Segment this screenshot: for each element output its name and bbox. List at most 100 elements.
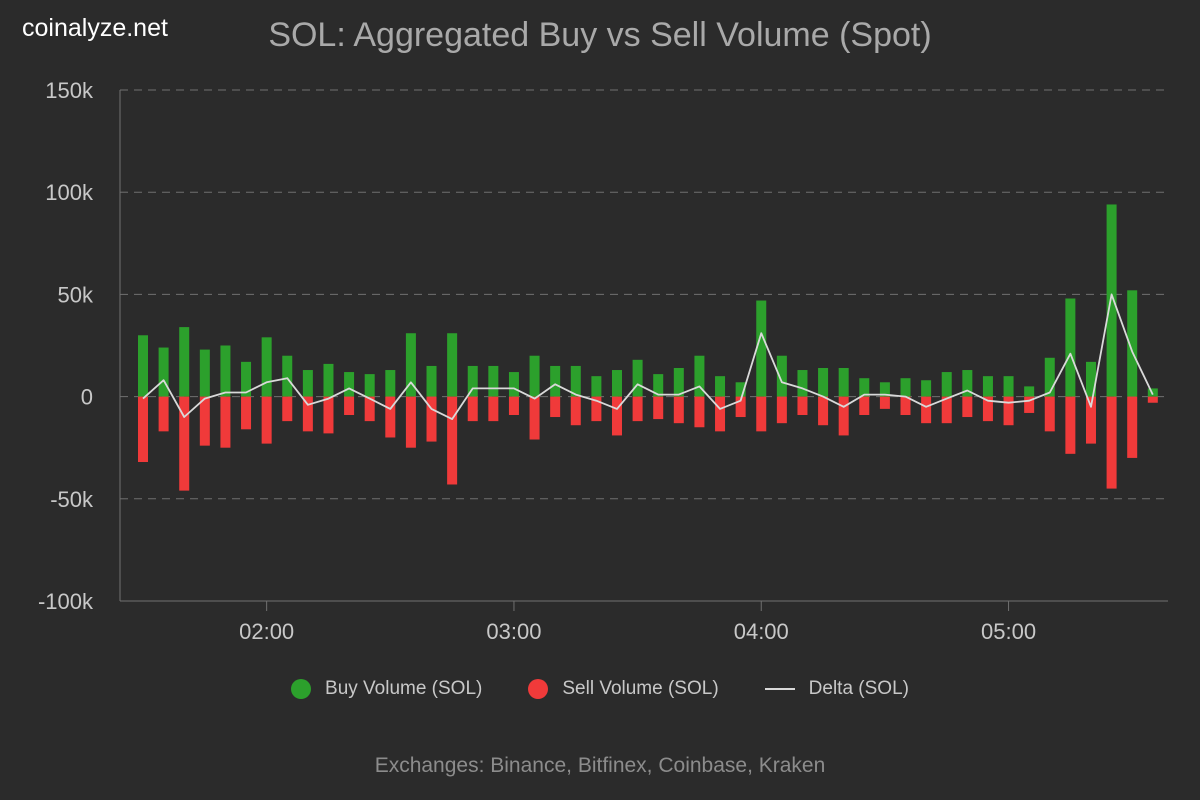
buy-volume-bar [962,370,973,397]
sell-volume-bar [179,396,190,491]
buy-volume-bar [1044,357,1055,397]
sell-volume-bar [818,396,829,426]
buy-volume-bar [673,367,684,397]
exchanges-footer: Exchanges: Binance, Bitfinex, Coinbase, … [374,754,826,777]
legend-item-delta[interactable]: Delta (SOL) [764,678,909,700]
axis-layer [119,90,1168,611]
sell-volume-bar [529,396,540,440]
buy-volume-bar [364,374,375,397]
x-tick-label: 05:00 [981,619,1036,644]
sell-volume-bar [467,396,478,422]
buy-volume-bar [818,367,829,397]
x-tick-label: 04:00 [734,619,789,644]
buy-volume-bar [797,370,808,397]
buy-volume-bar [282,355,293,397]
sell-volume-bar [158,396,169,432]
buy-volume-bar [220,345,231,397]
y-tick-label: 150k [45,78,94,103]
buy-volume-bar [921,380,932,397]
sell-volume-bar [982,396,993,422]
sell-volume-bar [962,396,973,418]
y-tick-label: 100k [45,180,94,205]
legend-item-sell[interactable]: Sell Volume (SOL) [528,678,719,700]
buy-volume-bar [570,365,581,397]
sell-volume-bar [447,396,458,485]
sell-volume-bar [344,396,355,415]
buy-volume-bar [1003,376,1014,397]
buy-volume-bar [447,333,458,397]
buy-volume-bar [1024,386,1035,397]
sell-volume-bar [1085,396,1096,444]
buy-volume-bar [1147,388,1158,397]
buy-volume-bar [344,372,355,397]
sell-volume-bar [550,396,561,418]
legend-buy-label: Buy Volume (SOL) [325,678,483,699]
sell-volume-bar [591,396,602,422]
buy-volume-bar [900,378,911,397]
legend: Buy Volume (SOL) Sell Volume (SOL) Delta… [0,678,1200,700]
y-tick-label: -100k [38,589,94,614]
buy-volume-bar [138,335,148,397]
sell-volume-bar [488,396,499,422]
buy-volume-bar [859,378,870,397]
y-tick-label: 0 [81,385,93,410]
sell-volume-bar [138,396,148,463]
x-tick-label: 02:00 [239,619,294,644]
buy-volume-bar [735,382,746,397]
buy-volume-bar [715,376,726,397]
sell-volume-bar [282,396,293,422]
sell-volume-bar [1044,396,1055,432]
label-layer: 150k 100k 50k 0 -50k -100k 02:00 03:00 04:00 05:0… [38,78,1036,644]
buy-volume-bar [838,367,849,397]
buy-volume-bar [405,333,416,397]
buy-volume-bar [1106,204,1117,397]
buy-volume-bar [179,327,190,397]
buy-volume-bar [199,349,210,397]
buy-volume-bar [261,337,272,397]
sell-volume-bar [199,396,210,446]
grid-layer [120,89,1168,500]
buy-volume-bar [508,372,519,397]
buy-volume-bar [467,365,478,397]
sell-volume-bar [1024,396,1035,413]
buy-volume-bar [632,359,643,397]
legend-sell-label: Sell Volume (SOL) [562,678,719,699]
sell-volume-bar [323,396,334,434]
buy-volume-bar [1065,298,1076,397]
buy-volume-bar [879,382,890,397]
sell-volume-bar [302,396,313,432]
sell-volume-bar [405,396,416,448]
buy-volume-bar [776,355,787,397]
sell-volume-bar [941,396,952,424]
buy-volume-bar [653,374,664,397]
sell-volume-bar [426,396,437,442]
sell-volume-bar [632,396,643,422]
sell-volume-bar [570,396,581,426]
sell-volume-bar [673,396,684,424]
buy-volume-bar [941,372,952,397]
buy-volume-bar [529,355,540,397]
sell-volume-bar [859,396,870,415]
line-layer [142,293,1154,421]
sell-volume-bar [797,396,808,415]
sell-volume-bar [1003,396,1014,426]
buy-volume-bar [241,361,252,397]
buy-volume-bar [488,365,499,397]
sell-volume-bar [838,396,849,436]
sell-volume-bar [1106,396,1117,489]
legend-buy-marker [291,679,312,699]
buy-volume-bar [302,370,313,397]
buy-volume-bar [756,300,767,397]
sell-volume-bar [261,396,272,444]
sell-volume-bar [694,396,705,428]
buy-volume-bar [158,347,169,397]
sell-volume-bar [220,396,231,448]
sell-volume-bar [364,396,375,422]
buy-volume-bar [982,376,993,397]
sell-volume-bar [735,396,746,418]
legend-item-buy[interactable]: Buy Volume (SOL) [291,678,482,700]
sell-volume-bar [921,396,932,424]
sell-volume-bar [1147,396,1158,403]
y-tick-label: 50k [58,282,94,307]
